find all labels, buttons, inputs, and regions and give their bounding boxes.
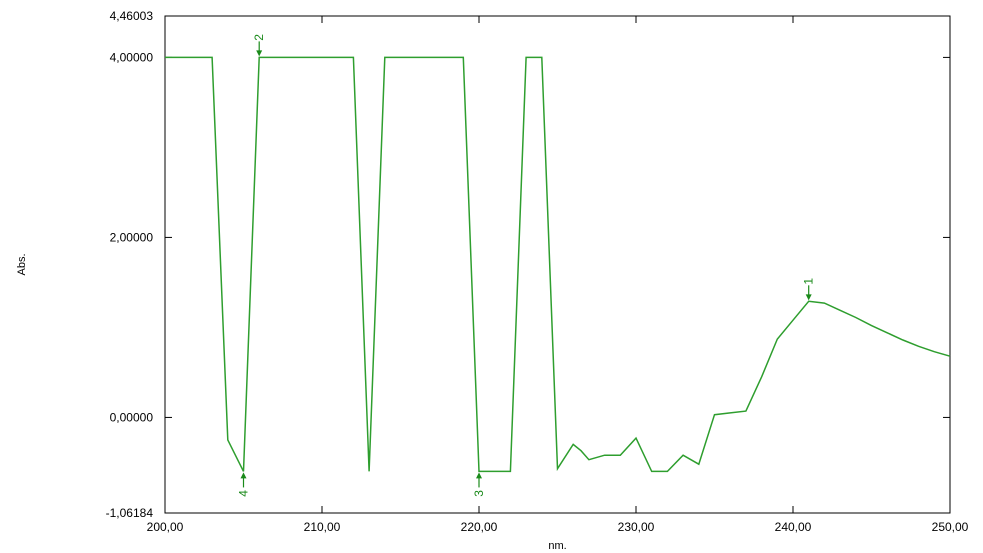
peak-marker-2: 2 <box>252 34 266 57</box>
peak-label: 1 <box>802 278 816 285</box>
peak-marker-3: 3 <box>472 472 486 497</box>
y-tick-label: 4,00000 <box>110 50 154 64</box>
x-tick-label: 230,00 <box>618 520 655 534</box>
peak-label: 4 <box>237 490 251 497</box>
x-tick-label: 250,00 <box>932 520 969 534</box>
x-tick-label: 220,00 <box>461 520 498 534</box>
y-axis-ticks: -1,06184 0,00000 2,00000 4,00000 4,46003 <box>106 9 950 520</box>
peak-label: 3 <box>472 490 486 497</box>
x-tick-label: 240,00 <box>775 520 812 534</box>
x-tick-label: 200,00 <box>147 520 184 534</box>
y-tick-label: -1,06184 <box>106 506 154 520</box>
absorbance-series-line <box>165 56 951 473</box>
y-tick-label: 4,46003 <box>110 9 154 23</box>
peak-markers: 1 2 3 4 <box>237 34 816 497</box>
y-axis-label: Abs. <box>16 253 28 275</box>
peak-marker-1: 1 <box>802 278 816 301</box>
peak-marker-4: 4 <box>237 472 251 497</box>
x-axis-ticks: 200,00 210,00 220,00 230,00 240,00 250,00 <box>147 16 969 534</box>
peak-label: 2 <box>252 34 266 41</box>
x-tick-label: 210,00 <box>304 520 341 534</box>
y-tick-label: 2,00000 <box>110 230 154 244</box>
x-axis-label: nm. <box>548 540 566 552</box>
y-tick-label: 0,00000 <box>110 410 154 424</box>
plot-frame <box>164 15 951 514</box>
